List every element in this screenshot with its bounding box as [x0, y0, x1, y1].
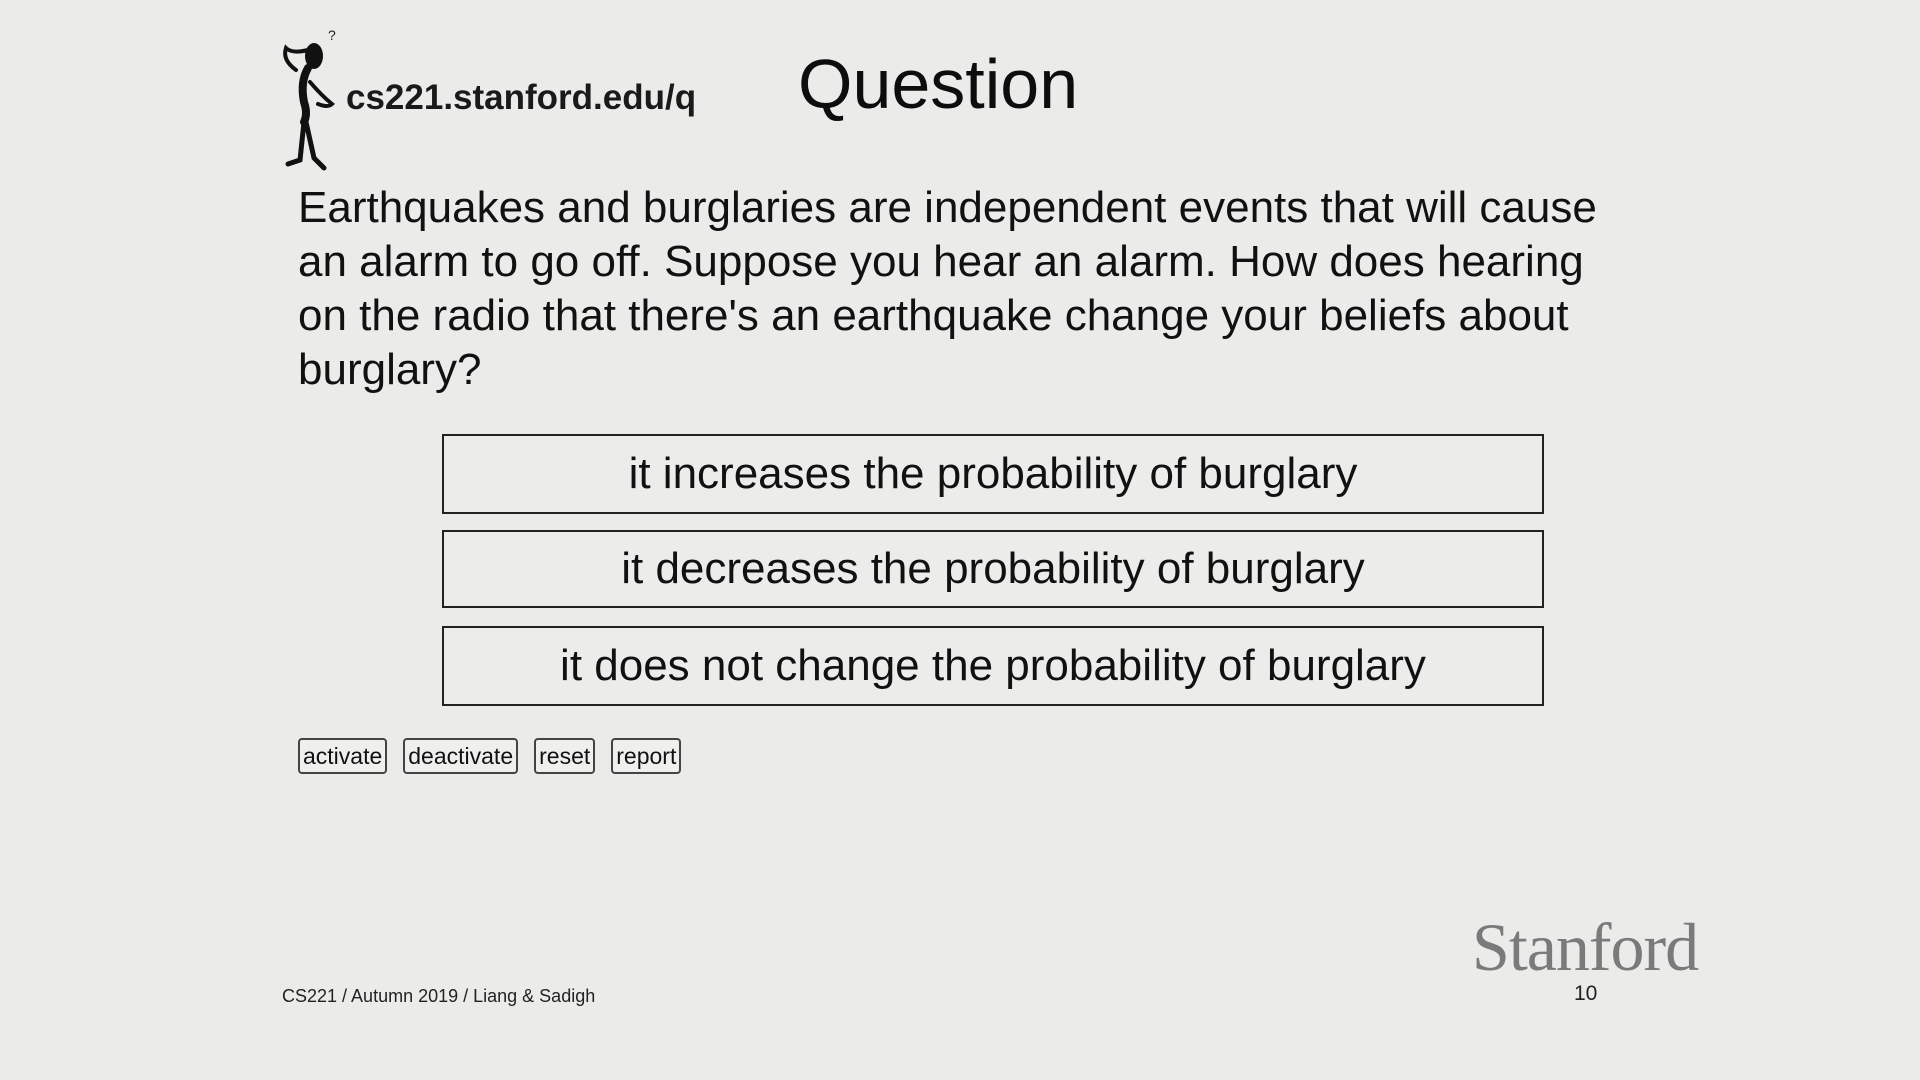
answer-option-no-change[interactable]: it does not change the probability of bu… [442, 626, 1544, 706]
answer-option-increases[interactable]: it increases the probability of burglary [442, 434, 1544, 514]
question-text: Earthquakes and burglaries are independe… [298, 183, 1597, 394]
answer-options: it increases the probability of burglary… [442, 434, 1544, 722]
svg-text:?: ? [328, 27, 336, 43]
thinking-person-icon: ? [283, 27, 336, 171]
answer-option-decreases[interactable]: it decreases the probability of burglary [442, 530, 1544, 608]
reset-button[interactable]: reset [534, 738, 596, 774]
page-title: Question [798, 45, 1079, 123]
stanford-logo: Stanford [1472, 909, 1699, 985]
course-footer: CS221 / Autumn 2019 / Liang & Sadigh [282, 986, 596, 1006]
report-button[interactable]: report [611, 738, 682, 774]
activate-button[interactable]: activate [298, 738, 388, 774]
deactivate-button[interactable]: deactivate [403, 738, 519, 774]
course-url: cs221.stanford.edu/q [346, 78, 697, 117]
slide-number: 10 [1574, 982, 1598, 1005]
poll-controls: activate deactivate reset report [298, 738, 682, 774]
